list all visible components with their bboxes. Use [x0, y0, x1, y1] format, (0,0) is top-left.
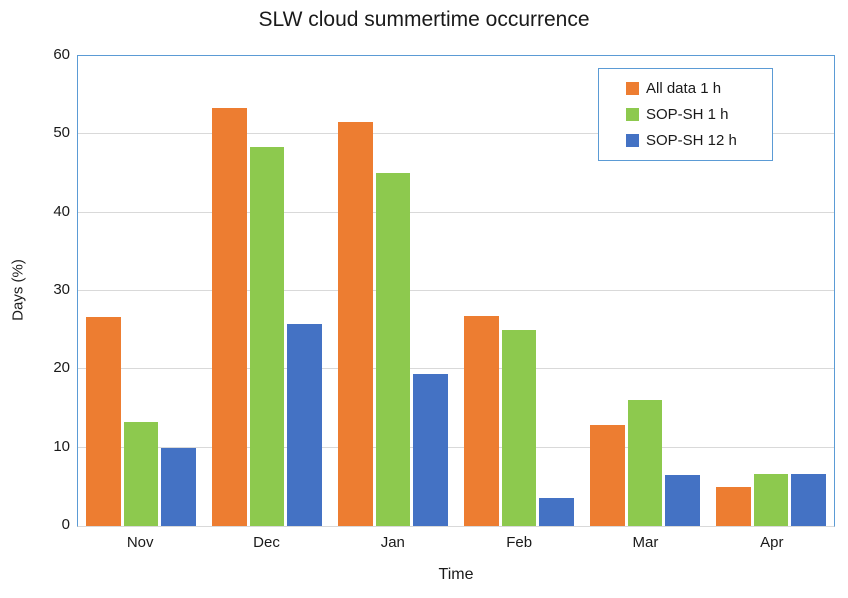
legend-label: SOP-SH 1 h: [646, 106, 729, 123]
legend-entry: SOP-SH 1 h: [626, 106, 764, 123]
bars-layer: [78, 56, 834, 526]
bar: [665, 475, 700, 526]
y-tick-label: 0: [61, 516, 70, 533]
y-tick-label: 60: [53, 46, 70, 63]
bar-group-jan: [330, 56, 456, 526]
y-tick-label: 50: [53, 124, 70, 142]
bar: [590, 424, 625, 526]
bar: [501, 330, 537, 526]
bar: [627, 399, 663, 526]
bar: [375, 172, 411, 526]
y-tick-label: 20: [53, 359, 70, 377]
x-tick-label: Jan: [380, 534, 405, 551]
bar: [464, 316, 499, 526]
gridline: [78, 133, 834, 135]
y-tick-label: 40: [53, 202, 70, 220]
gridline: [78, 290, 834, 291]
x-tick-label: Nov: [126, 534, 154, 551]
legend-swatch-icon: [626, 108, 639, 121]
bar: [539, 497, 574, 526]
bar: [338, 121, 373, 526]
x-tick-label: Mar: [632, 534, 659, 551]
bar: [791, 473, 826, 526]
legend-swatch-icon: [626, 134, 639, 147]
x-tick-label: Feb: [506, 534, 533, 551]
bar: [413, 374, 448, 526]
bar-group-mar: [582, 56, 708, 526]
x-tick-label: Apr: [760, 534, 784, 551]
bar: [86, 316, 121, 526]
bar: [753, 473, 789, 526]
bar: [161, 447, 196, 526]
y-tick-label: 10: [53, 437, 70, 455]
legend-entry: All data 1 h: [626, 80, 764, 97]
bar: [287, 323, 322, 526]
legend-swatch-icon: [626, 82, 639, 95]
legend-entry: SOP-SH 12 h: [626, 132, 764, 149]
x-axis-ticks: Nov Dec Jan Feb Mar Apr: [77, 534, 835, 551]
gridline: [78, 446, 834, 448]
bar-group-dec: [204, 56, 330, 526]
legend: All data 1 h SOP-SH 1 h SOP-SH 12 h: [598, 68, 773, 161]
x-axis-title: Time: [438, 566, 474, 583]
bar-group-apr: [708, 56, 834, 526]
gridline: [78, 211, 834, 213]
bar-group-nov: [78, 56, 204, 526]
bar: [123, 421, 159, 526]
y-axis-title: Days (%): [9, 259, 27, 321]
y-tick-label: 30: [53, 281, 70, 298]
x-tick-label: Dec: [253, 534, 280, 551]
legend-label: All data 1 h: [646, 80, 722, 97]
bar: [212, 108, 247, 526]
gridline: [78, 368, 834, 370]
bar: [716, 486, 751, 526]
legend-label: SOP-SH 12 h: [646, 132, 737, 149]
chart-title: SLW cloud summertime occurrence: [258, 8, 590, 31]
bar-group-feb: [456, 56, 582, 526]
bar: [249, 146, 285, 526]
